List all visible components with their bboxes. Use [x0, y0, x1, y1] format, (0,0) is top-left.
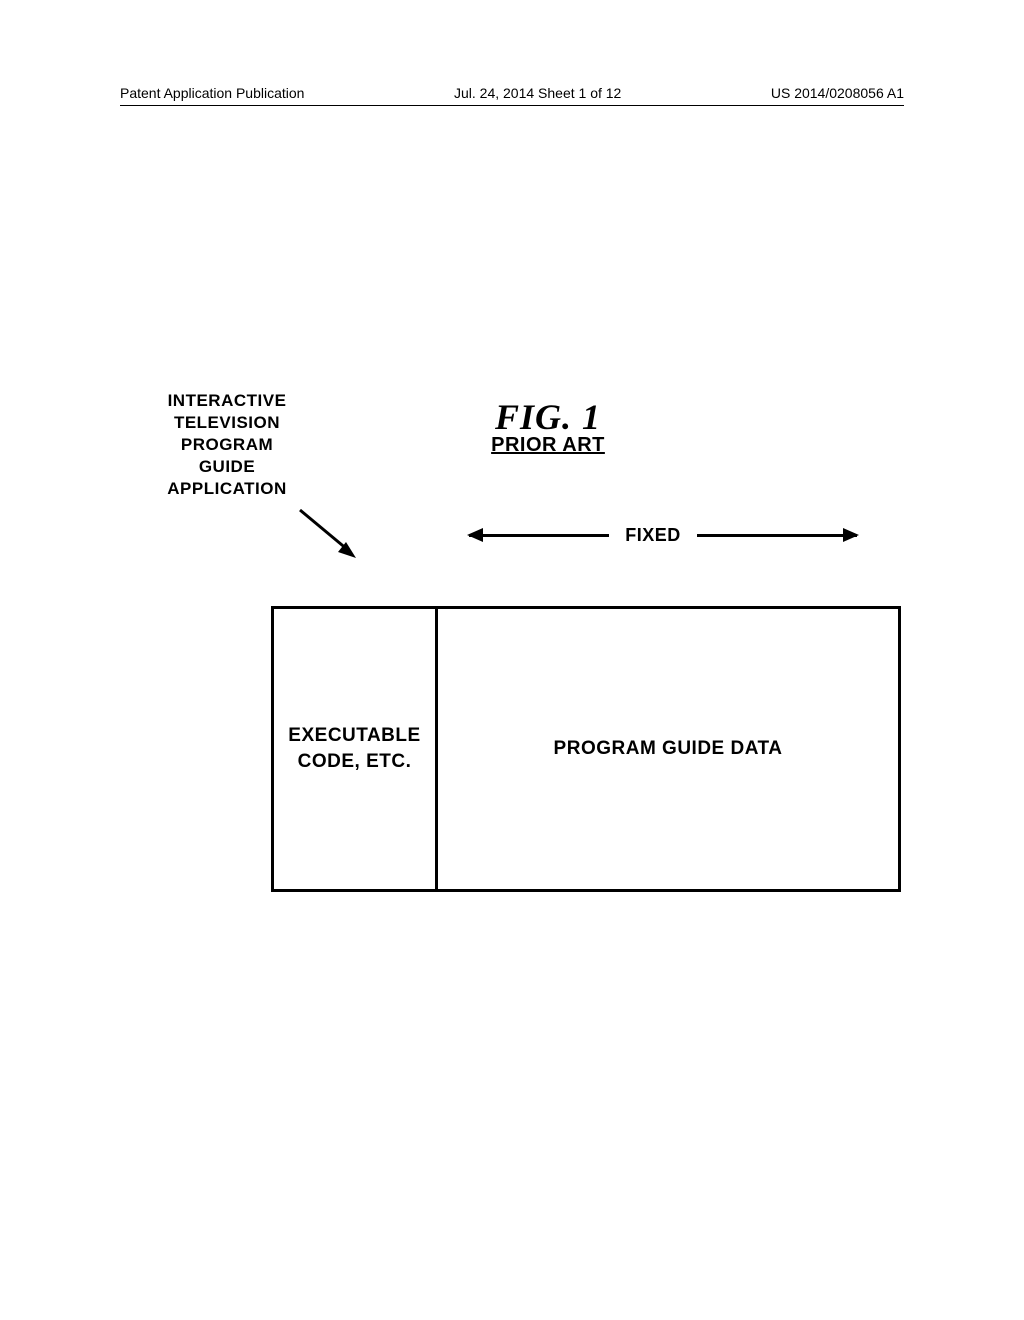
- page-header: Patent Application Publication Jul. 24, …: [0, 85, 1024, 101]
- header-center: Jul. 24, 2014 Sheet 1 of 12: [454, 85, 621, 101]
- application-label: INTERACTIVE TELEVISION PROGRAM GUIDE APP…: [152, 390, 302, 500]
- arrow-left-icon: [469, 534, 609, 537]
- label-line: GUIDE: [152, 456, 302, 478]
- label-line: TELEVISION: [152, 412, 302, 434]
- label-line: INTERACTIVE: [152, 390, 302, 412]
- label-line: APPLICATION: [152, 478, 302, 500]
- label-line: PROGRAM: [152, 434, 302, 456]
- header-rule: [120, 105, 904, 106]
- program-guide-data-box: PROGRAM GUIDE DATA: [435, 606, 901, 892]
- fixed-label: FIXED: [625, 525, 681, 546]
- figure-title: FIG. 1 PRIOR ART: [448, 396, 648, 457]
- figure-number: FIG. 1: [448, 396, 648, 438]
- box-right-label: PROGRAM GUIDE DATA: [554, 736, 783, 762]
- fixed-indicator: FIXED: [428, 525, 898, 546]
- box-left-label: EXECUTABLE CODE, ETC.: [288, 723, 420, 774]
- executable-code-box: EXECUTABLE CODE, ETC.: [271, 606, 435, 892]
- header-left: Patent Application Publication: [120, 85, 304, 101]
- figure-subtitle: PRIOR ART: [448, 434, 648, 457]
- header-right: US 2014/0208056 A1: [771, 85, 904, 101]
- memory-diagram: EXECUTABLE CODE, ETC. PROGRAM GUIDE DATA: [271, 606, 901, 892]
- pointer-arrow-icon: [294, 504, 364, 564]
- arrow-right-icon: [697, 534, 857, 537]
